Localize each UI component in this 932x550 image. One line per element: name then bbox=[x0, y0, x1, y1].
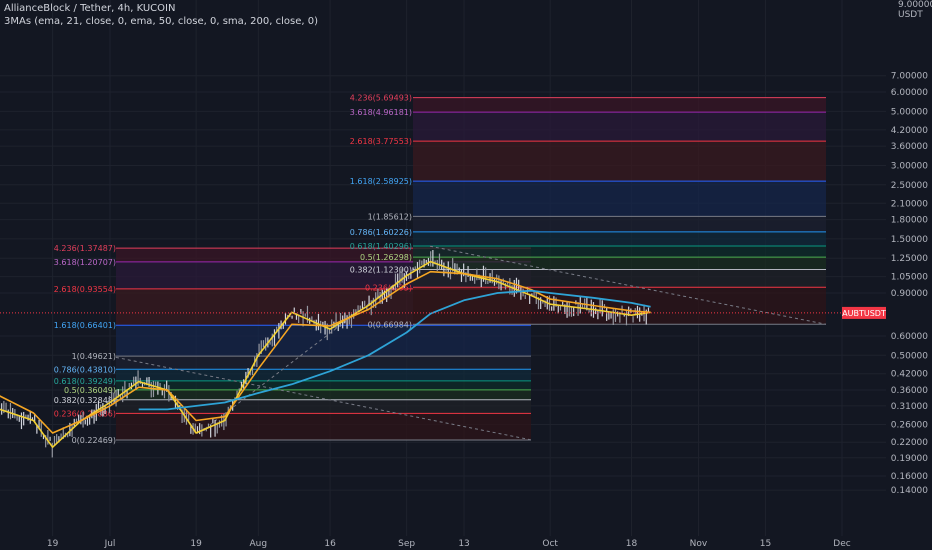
fib-zone bbox=[413, 216, 826, 232]
fib-zone bbox=[413, 141, 826, 182]
time-tick-label: 19 bbox=[190, 539, 202, 549]
chart-title: AllianceBlock / Tether, 4h, KUCOIN bbox=[4, 3, 176, 14]
fib-zone bbox=[413, 245, 826, 258]
fib-zone bbox=[116, 380, 531, 390]
fib-level-label: 1.618(2.58925) bbox=[350, 177, 412, 186]
series-line-2 bbox=[138, 289, 651, 411]
fib-level-label: 0(0.66984) bbox=[368, 320, 412, 329]
fib-level-label: 4.236(1.37487) bbox=[54, 244, 116, 253]
price-tick-label: 3.00000 bbox=[891, 161, 928, 171]
time-tick-label: 13 bbox=[458, 539, 469, 549]
symbol-badge-label: AUBTUSDT bbox=[842, 309, 886, 318]
fib-zone bbox=[413, 181, 826, 217]
fib-level-label: 2.618(0.93554) bbox=[54, 285, 116, 294]
fib-level-label: 0.382(1.12300) bbox=[350, 266, 412, 275]
fib-level-label: 0.236(0.28886) bbox=[54, 409, 116, 418]
price-tick-label: 2.10000 bbox=[891, 199, 928, 209]
price-tick-label: 7.00000 bbox=[891, 72, 928, 82]
price-tick-label: 0.50000 bbox=[891, 351, 928, 361]
price-tick-label: 0.16000 bbox=[891, 472, 928, 482]
price-tick-label: 0.22000 bbox=[891, 438, 928, 448]
fib-level-label: 0.5(0.36049) bbox=[64, 386, 116, 395]
price-tick-label: 4.20000 bbox=[891, 126, 928, 136]
fib-level-label: 0.786(0.43810) bbox=[54, 365, 116, 374]
fib-level-label: 3.618(1.20707) bbox=[54, 258, 116, 267]
fib-zone bbox=[413, 97, 826, 113]
series-line-1 bbox=[0, 270, 651, 434]
symbol-badge bbox=[842, 306, 886, 319]
fib-zone bbox=[116, 325, 531, 357]
price-tick-label: 2.50000 bbox=[891, 181, 928, 191]
price-tick-label: 1.80000 bbox=[891, 216, 928, 226]
price-tick-label: 1.05000 bbox=[891, 273, 928, 283]
fib-level-label: 0.618(0.39249) bbox=[54, 377, 116, 386]
fib-zone bbox=[116, 356, 531, 370]
price-tick-label: 0.60000 bbox=[891, 332, 928, 342]
trend-line bbox=[429, 245, 827, 325]
price-tick-label: 0.31000 bbox=[891, 402, 928, 412]
price-axis-header: 9.00000 USDT bbox=[898, 0, 932, 20]
time-tick-label: Oct bbox=[542, 539, 558, 549]
fib-level-label: 1.618(0.66401) bbox=[54, 321, 116, 330]
series-line-0 bbox=[0, 260, 651, 448]
fib-level-label: 0.5(1.26298) bbox=[360, 253, 412, 262]
price-tick-label: 0.14000 bbox=[891, 486, 928, 496]
time-tick-label: Aug bbox=[250, 539, 268, 549]
price-tick-label: 6.00000 bbox=[891, 88, 928, 98]
fib-zone bbox=[413, 231, 826, 246]
price-tick-label: 3.60000 bbox=[891, 142, 928, 152]
moving-averages bbox=[0, 260, 651, 448]
time-axis[interactable]: 19 Jul 19 Aug 16 Sep 13 Oct 18 Nov 15 Dec bbox=[47, 539, 851, 549]
fib-level-label: 2.618(3.77553) bbox=[350, 137, 412, 146]
time-tick-label: Nov bbox=[690, 539, 708, 549]
time-tick-label: Jul bbox=[104, 539, 116, 549]
price-axis-panel bbox=[886, 0, 932, 536]
fib-zone bbox=[413, 112, 826, 142]
time-tick-label: 19 bbox=[47, 539, 59, 549]
fib-level-label: 0(0.22469) bbox=[72, 436, 116, 445]
fib-zone bbox=[116, 413, 531, 440]
time-tick-label: 15 bbox=[760, 539, 771, 549]
fib-level-label: 0.786(1.60226) bbox=[350, 228, 412, 237]
fib-level-label: 1(0.49621) bbox=[72, 352, 116, 361]
fib-zone bbox=[116, 369, 531, 381]
price-tick-label: 0.26000 bbox=[891, 421, 928, 431]
time-tick-label: Dec bbox=[833, 539, 850, 549]
fib-level-label: 3.618(4.96181) bbox=[350, 108, 412, 117]
fib-level-label: 4.236(5.69493) bbox=[350, 94, 412, 103]
price-tick-label: 1.50000 bbox=[891, 235, 928, 245]
time-tick-label: 16 bbox=[324, 539, 336, 549]
price-tick-label: 1.25000 bbox=[891, 254, 928, 264]
time-tick-label: 18 bbox=[626, 539, 638, 549]
price-tick-label: 0.90000 bbox=[891, 289, 928, 299]
price-tick-label: 5.00000 bbox=[891, 107, 928, 117]
price-tick-label: 0.19000 bbox=[891, 454, 928, 464]
fib-extension-large: 4.236(5.69493) 3.618(4.96181) 2.618(3.7755… bbox=[350, 94, 826, 329]
indicator-legend[interactable]: 3MAs (ema, 21, close, 0, ema, 50, close,… bbox=[4, 16, 318, 27]
price-axis-unit: USDT bbox=[898, 10, 923, 20]
fib-zone bbox=[116, 389, 531, 400]
price-axis-top-label: 9.00000 bbox=[898, 0, 932, 10]
time-tick-label: Sep bbox=[398, 539, 415, 549]
fib-level-label: 0.618(1.40296) bbox=[350, 242, 412, 251]
price-tick-label: 0.42000 bbox=[891, 370, 928, 380]
price-tick-label: 0.36000 bbox=[891, 386, 928, 396]
fib-zone bbox=[413, 257, 826, 270]
trend-line bbox=[115, 356, 532, 441]
fib-level-label: 0.236(0.95) bbox=[365, 283, 412, 292]
price-axis[interactable]: 7.00000 6.00000 5.00000 4.20000 3.60000 3.000… bbox=[886, 0, 932, 536]
fib-level-label: 1(1.85612) bbox=[368, 212, 412, 221]
fib-level-label: 0.382(0.32848) bbox=[54, 396, 116, 405]
